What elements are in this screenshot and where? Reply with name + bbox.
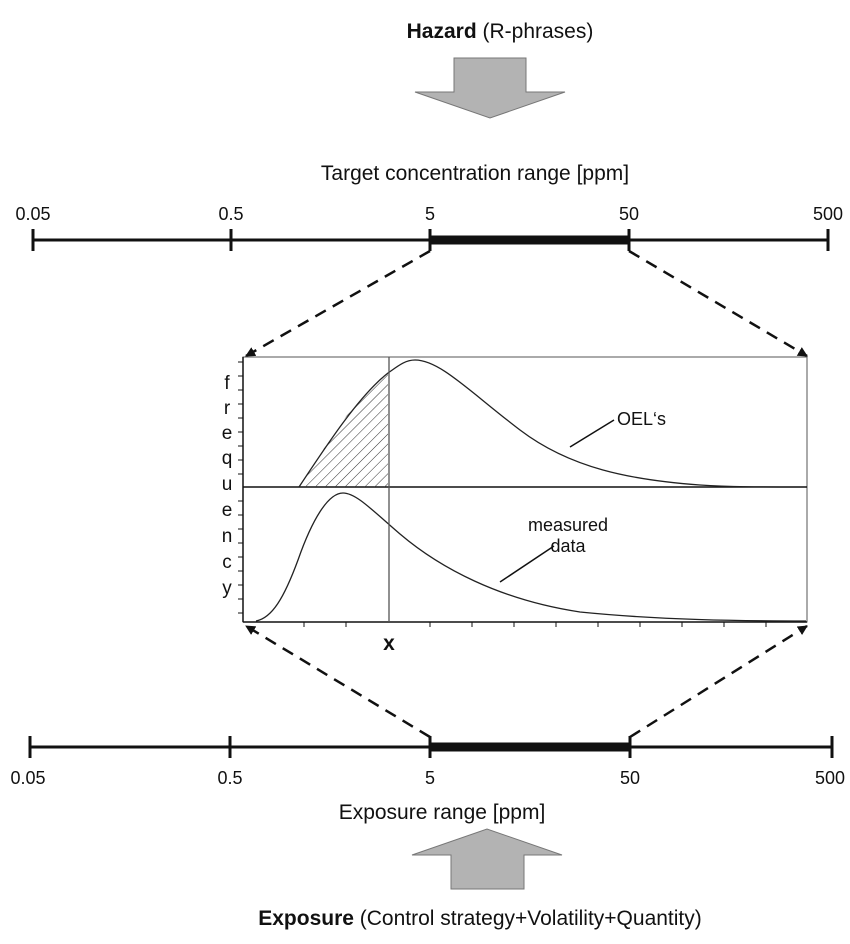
exposure-tick-label-500: 500 <box>815 768 845 788</box>
exposure-tick-label-0.5: 0.5 <box>217 768 242 788</box>
y-letter: e <box>222 500 233 521</box>
exposure-tick-label-50: 50 <box>620 768 640 788</box>
target-range-axis-title: Target concentration range [ppm] <box>321 162 629 185</box>
target-tick-label-0.5: 0.5 <box>218 204 243 224</box>
frequency-plot: OEL‘s measured data f r e q u e n c y x <box>222 356 808 655</box>
y-letter: u <box>222 474 233 495</box>
oel-label: OEL‘s <box>617 409 666 429</box>
target-tick-label-50: 50 <box>619 204 639 224</box>
y-letter: f <box>224 373 230 394</box>
y-axis-ticks <box>238 361 243 614</box>
exposure-tick-label-5: 5 <box>425 768 435 788</box>
measured-label-line2: data <box>550 536 586 556</box>
y-letter: n <box>222 526 233 547</box>
exposure-range-axis-title: Exposure range [ppm] <box>339 801 546 824</box>
hazard-title-rest: (R-phrases) <box>477 20 594 43</box>
target-tick-label-5: 5 <box>425 204 435 224</box>
y-letter: e <box>222 423 233 444</box>
measured-data-curve <box>255 492 807 622</box>
x-axis-ticks <box>303 622 767 627</box>
y-letter: q <box>222 448 233 469</box>
target-tick-label-0.05: 0.05 <box>15 204 50 224</box>
exposure-range-axis: 0.05 0.5 5 50 500 <box>10 736 845 788</box>
hazard-down-arrow <box>414 57 566 119</box>
measured-leader-line <box>499 545 555 583</box>
target-range-axis: 0.05 0.5 5 50 500 <box>15 204 843 251</box>
hazard-title: Hazard (R-phrases) <box>407 20 594 43</box>
plot-frame <box>242 356 808 623</box>
y-axis-label: f r e q u e n c y <box>222 373 233 599</box>
exposure-tick-label-0.05: 0.05 <box>10 768 45 788</box>
exposure-up-arrow <box>411 828 563 890</box>
exposure-title-bold: Exposure <box>258 907 354 930</box>
zoom-arrow-top-right <box>628 249 808 358</box>
oel-leader-line <box>569 419 615 448</box>
zoom-arrow-top-left <box>245 249 431 358</box>
y-letter: y <box>222 578 232 599</box>
x-marker-label: x <box>383 632 395 655</box>
hatched-overlap-area <box>299 373 388 487</box>
exposure-title-rest: (Control strategy+Volatility+Quantity) <box>354 907 702 930</box>
y-letter: r <box>224 398 231 419</box>
zoom-arrow-bottom-right <box>629 624 808 739</box>
hazard-title-bold: Hazard <box>407 20 477 43</box>
exposure-title: Exposure (Control strategy+Volatility+Qu… <box>258 907 702 930</box>
zoom-arrow-bottom-left <box>245 624 431 739</box>
y-letter: c <box>222 552 232 573</box>
measured-label-line1: measured <box>528 515 608 535</box>
target-tick-label-500: 500 <box>813 204 843 224</box>
oel-curve <box>298 359 801 488</box>
